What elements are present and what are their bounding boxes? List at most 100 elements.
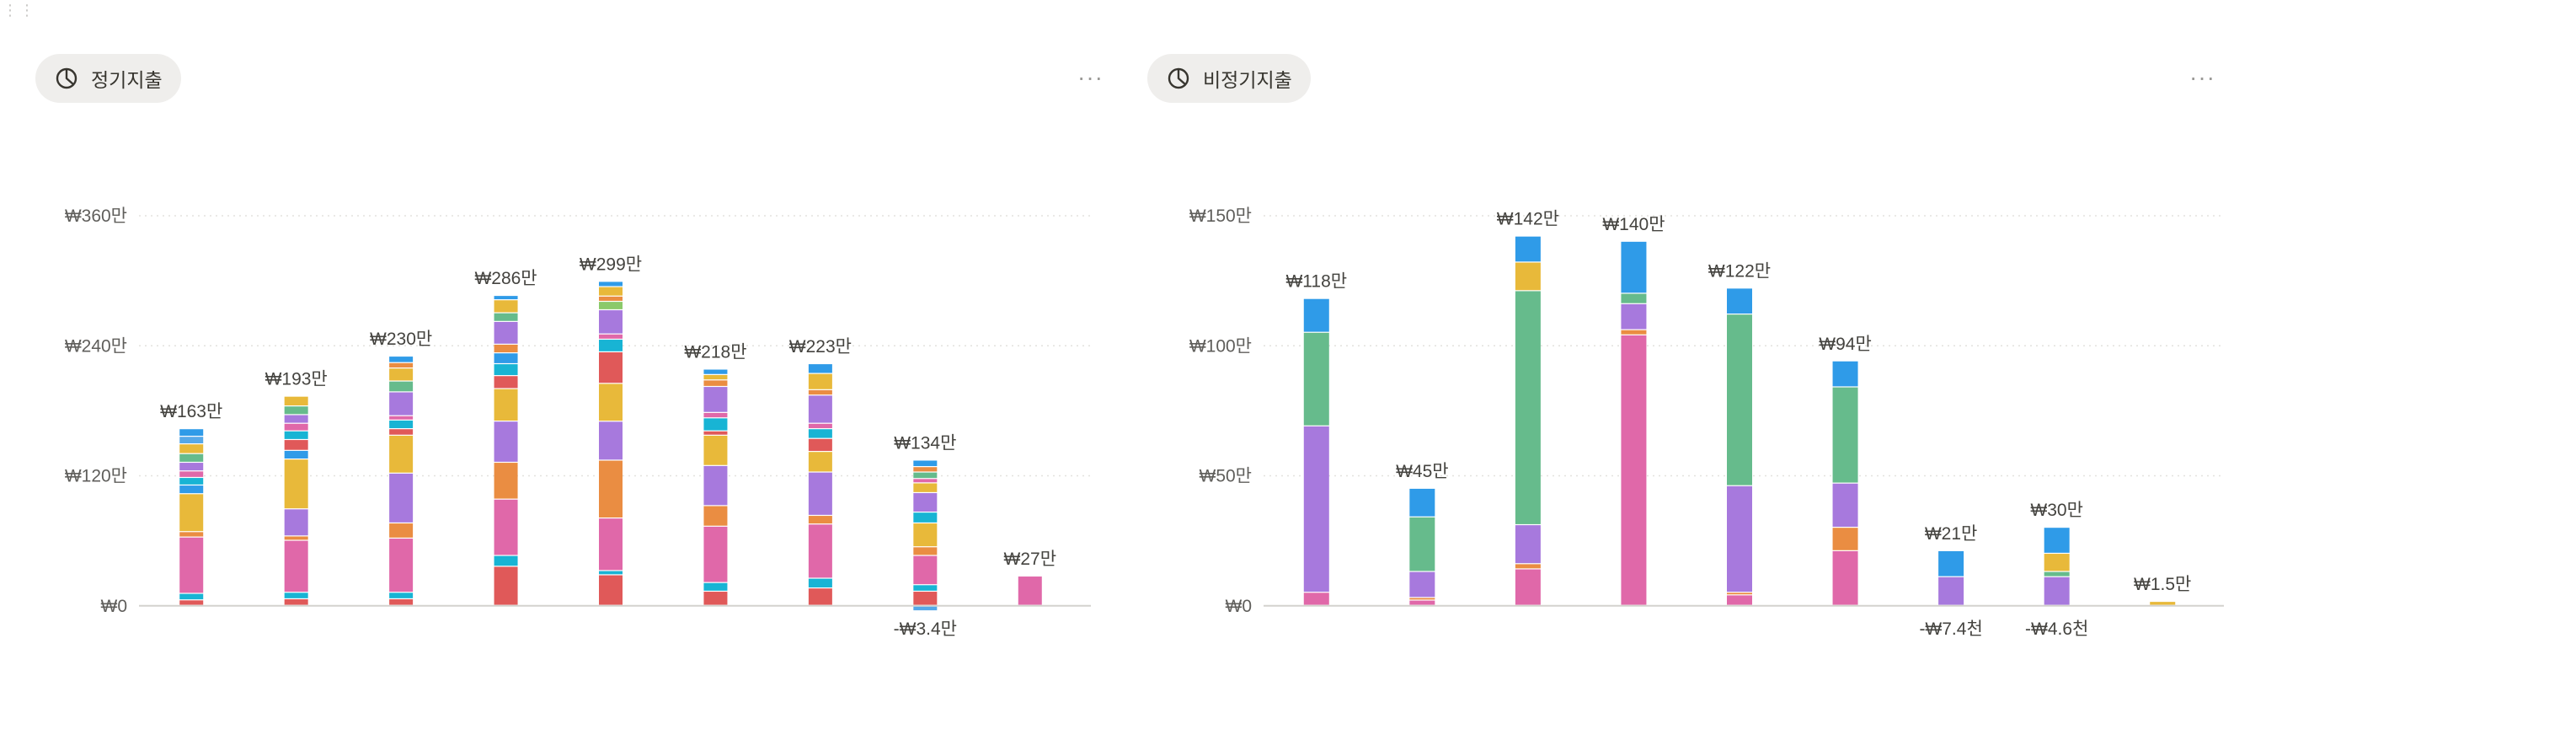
bar-segment[interactable] xyxy=(808,472,832,515)
bar-segment[interactable] xyxy=(179,429,204,437)
bar-segment[interactable] xyxy=(494,300,518,313)
bar-segment[interactable] xyxy=(1621,241,1647,293)
bar-segment[interactable] xyxy=(284,423,308,431)
bar-segment[interactable] xyxy=(2044,528,2070,553)
bar-segment[interactable] xyxy=(179,494,204,532)
bar-segment[interactable] xyxy=(2044,571,2070,576)
bar-segment[interactable] xyxy=(1832,361,1858,387)
bar-segment[interactable] xyxy=(179,478,204,485)
bar-segment[interactable] xyxy=(179,532,204,537)
bar-segment[interactable] xyxy=(2150,602,2176,605)
bar-segment[interactable] xyxy=(494,344,518,353)
bar-segment[interactable] xyxy=(703,582,728,591)
bar-segment[interactable] xyxy=(703,592,728,605)
bar-stack[interactable] xyxy=(1621,241,1647,605)
bar-segment[interactable] xyxy=(1409,600,1435,605)
bar-segment[interactable] xyxy=(808,516,832,524)
bar-stack[interactable] xyxy=(703,369,728,605)
bar-segment[interactable] xyxy=(599,575,623,605)
bar-segment[interactable] xyxy=(389,381,414,392)
bar-segment[interactable] xyxy=(703,380,728,386)
bar-segment[interactable] xyxy=(1832,528,1858,550)
bar-segment[interactable] xyxy=(913,585,938,591)
bar-segment[interactable] xyxy=(703,506,728,526)
bar-segment[interactable] xyxy=(1409,598,1435,600)
bar-segment[interactable] xyxy=(703,435,728,465)
bar-segment[interactable] xyxy=(1515,291,1541,524)
bar-segment[interactable] xyxy=(284,431,308,439)
bar-segment[interactable] xyxy=(808,389,832,395)
bar-segment[interactable] xyxy=(284,540,308,593)
bar-segment[interactable] xyxy=(1832,550,1858,605)
bar-segment[interactable] xyxy=(494,566,518,605)
bar-stack[interactable] xyxy=(2150,602,2176,605)
bar-segment[interactable] xyxy=(1018,576,1042,605)
bar-stack[interactable] xyxy=(599,282,623,605)
bar-segment[interactable] xyxy=(913,547,938,555)
bar-segment[interactable] xyxy=(284,396,308,406)
bar-segment[interactable] xyxy=(599,302,623,309)
bar-segment[interactable] xyxy=(179,471,204,477)
bar-segment-negative[interactable] xyxy=(913,606,938,611)
more-options-icon[interactable]: ··· xyxy=(2189,64,2215,90)
bar-segment[interactable] xyxy=(703,387,728,412)
bar-stack[interactable] xyxy=(1303,298,1329,605)
bar-segment[interactable] xyxy=(1727,593,1752,595)
bar-segment[interactable] xyxy=(284,509,308,536)
bar-segment[interactable] xyxy=(389,416,414,420)
bar-segment[interactable] xyxy=(1303,426,1329,593)
bar-segment[interactable] xyxy=(494,389,518,421)
bar-segment[interactable] xyxy=(1727,288,1752,314)
bar-segment[interactable] xyxy=(389,473,414,523)
bar-segment[interactable] xyxy=(808,429,832,438)
bar-segment[interactable] xyxy=(389,368,414,381)
bar-segment[interactable] xyxy=(2044,554,2070,571)
bar-segment[interactable] xyxy=(913,555,938,585)
bar-segment[interactable] xyxy=(179,537,204,593)
bar-segment[interactable] xyxy=(599,421,623,460)
bar-stack[interactable] xyxy=(1727,288,1752,605)
bar-segment[interactable] xyxy=(808,373,832,389)
bar-segment[interactable] xyxy=(389,392,414,416)
bar-stack[interactable] xyxy=(1832,361,1858,605)
bar-segment[interactable] xyxy=(599,460,623,517)
bar-segment[interactable] xyxy=(913,460,938,467)
bar-segment[interactable] xyxy=(179,437,204,444)
bar-segment[interactable] xyxy=(1409,517,1435,571)
bar-segment[interactable] xyxy=(284,406,308,415)
bar-segment[interactable] xyxy=(1621,335,1647,605)
bar-segment[interactable] xyxy=(703,418,728,431)
bar-segment[interactable] xyxy=(599,352,623,383)
bar-segment[interactable] xyxy=(1303,332,1329,426)
bar-stack[interactable] xyxy=(284,396,308,605)
bar-segment[interactable] xyxy=(703,526,728,582)
bar-segment[interactable] xyxy=(913,479,938,483)
bar-segment[interactable] xyxy=(494,421,518,462)
bar-stack[interactable] xyxy=(808,364,832,605)
bar-segment[interactable] xyxy=(389,420,414,429)
bar-segment[interactable] xyxy=(808,423,832,429)
bar-segment[interactable] xyxy=(599,296,623,301)
bar-segment[interactable] xyxy=(494,353,518,363)
bar-segment[interactable] xyxy=(179,600,204,605)
bar-segment[interactable] xyxy=(179,593,204,600)
bar-stack[interactable] xyxy=(2044,528,2070,605)
bar-segment[interactable] xyxy=(2044,576,2070,605)
bar-segment[interactable] xyxy=(179,485,204,494)
bar-segment[interactable] xyxy=(703,431,728,435)
bar-segment[interactable] xyxy=(703,465,728,506)
bar-segment[interactable] xyxy=(1515,236,1541,262)
drag-handle-icon[interactable]: ⋮⋮ xyxy=(3,2,36,19)
bar-segment[interactable] xyxy=(389,593,414,598)
bar-segment[interactable] xyxy=(1727,314,1752,485)
bar-segment[interactable] xyxy=(389,357,414,362)
bar-segment[interactable] xyxy=(913,467,938,472)
bar-segment[interactable] xyxy=(1938,576,1964,605)
bar-segment[interactable] xyxy=(389,435,414,473)
bar-segment[interactable] xyxy=(494,296,518,300)
more-options-icon[interactable]: ··· xyxy=(1077,64,1104,90)
bar-segment[interactable] xyxy=(1938,550,1964,576)
bar-segment[interactable] xyxy=(913,523,938,547)
bar-segment[interactable] xyxy=(913,592,938,605)
bar-segment[interactable] xyxy=(913,483,938,492)
